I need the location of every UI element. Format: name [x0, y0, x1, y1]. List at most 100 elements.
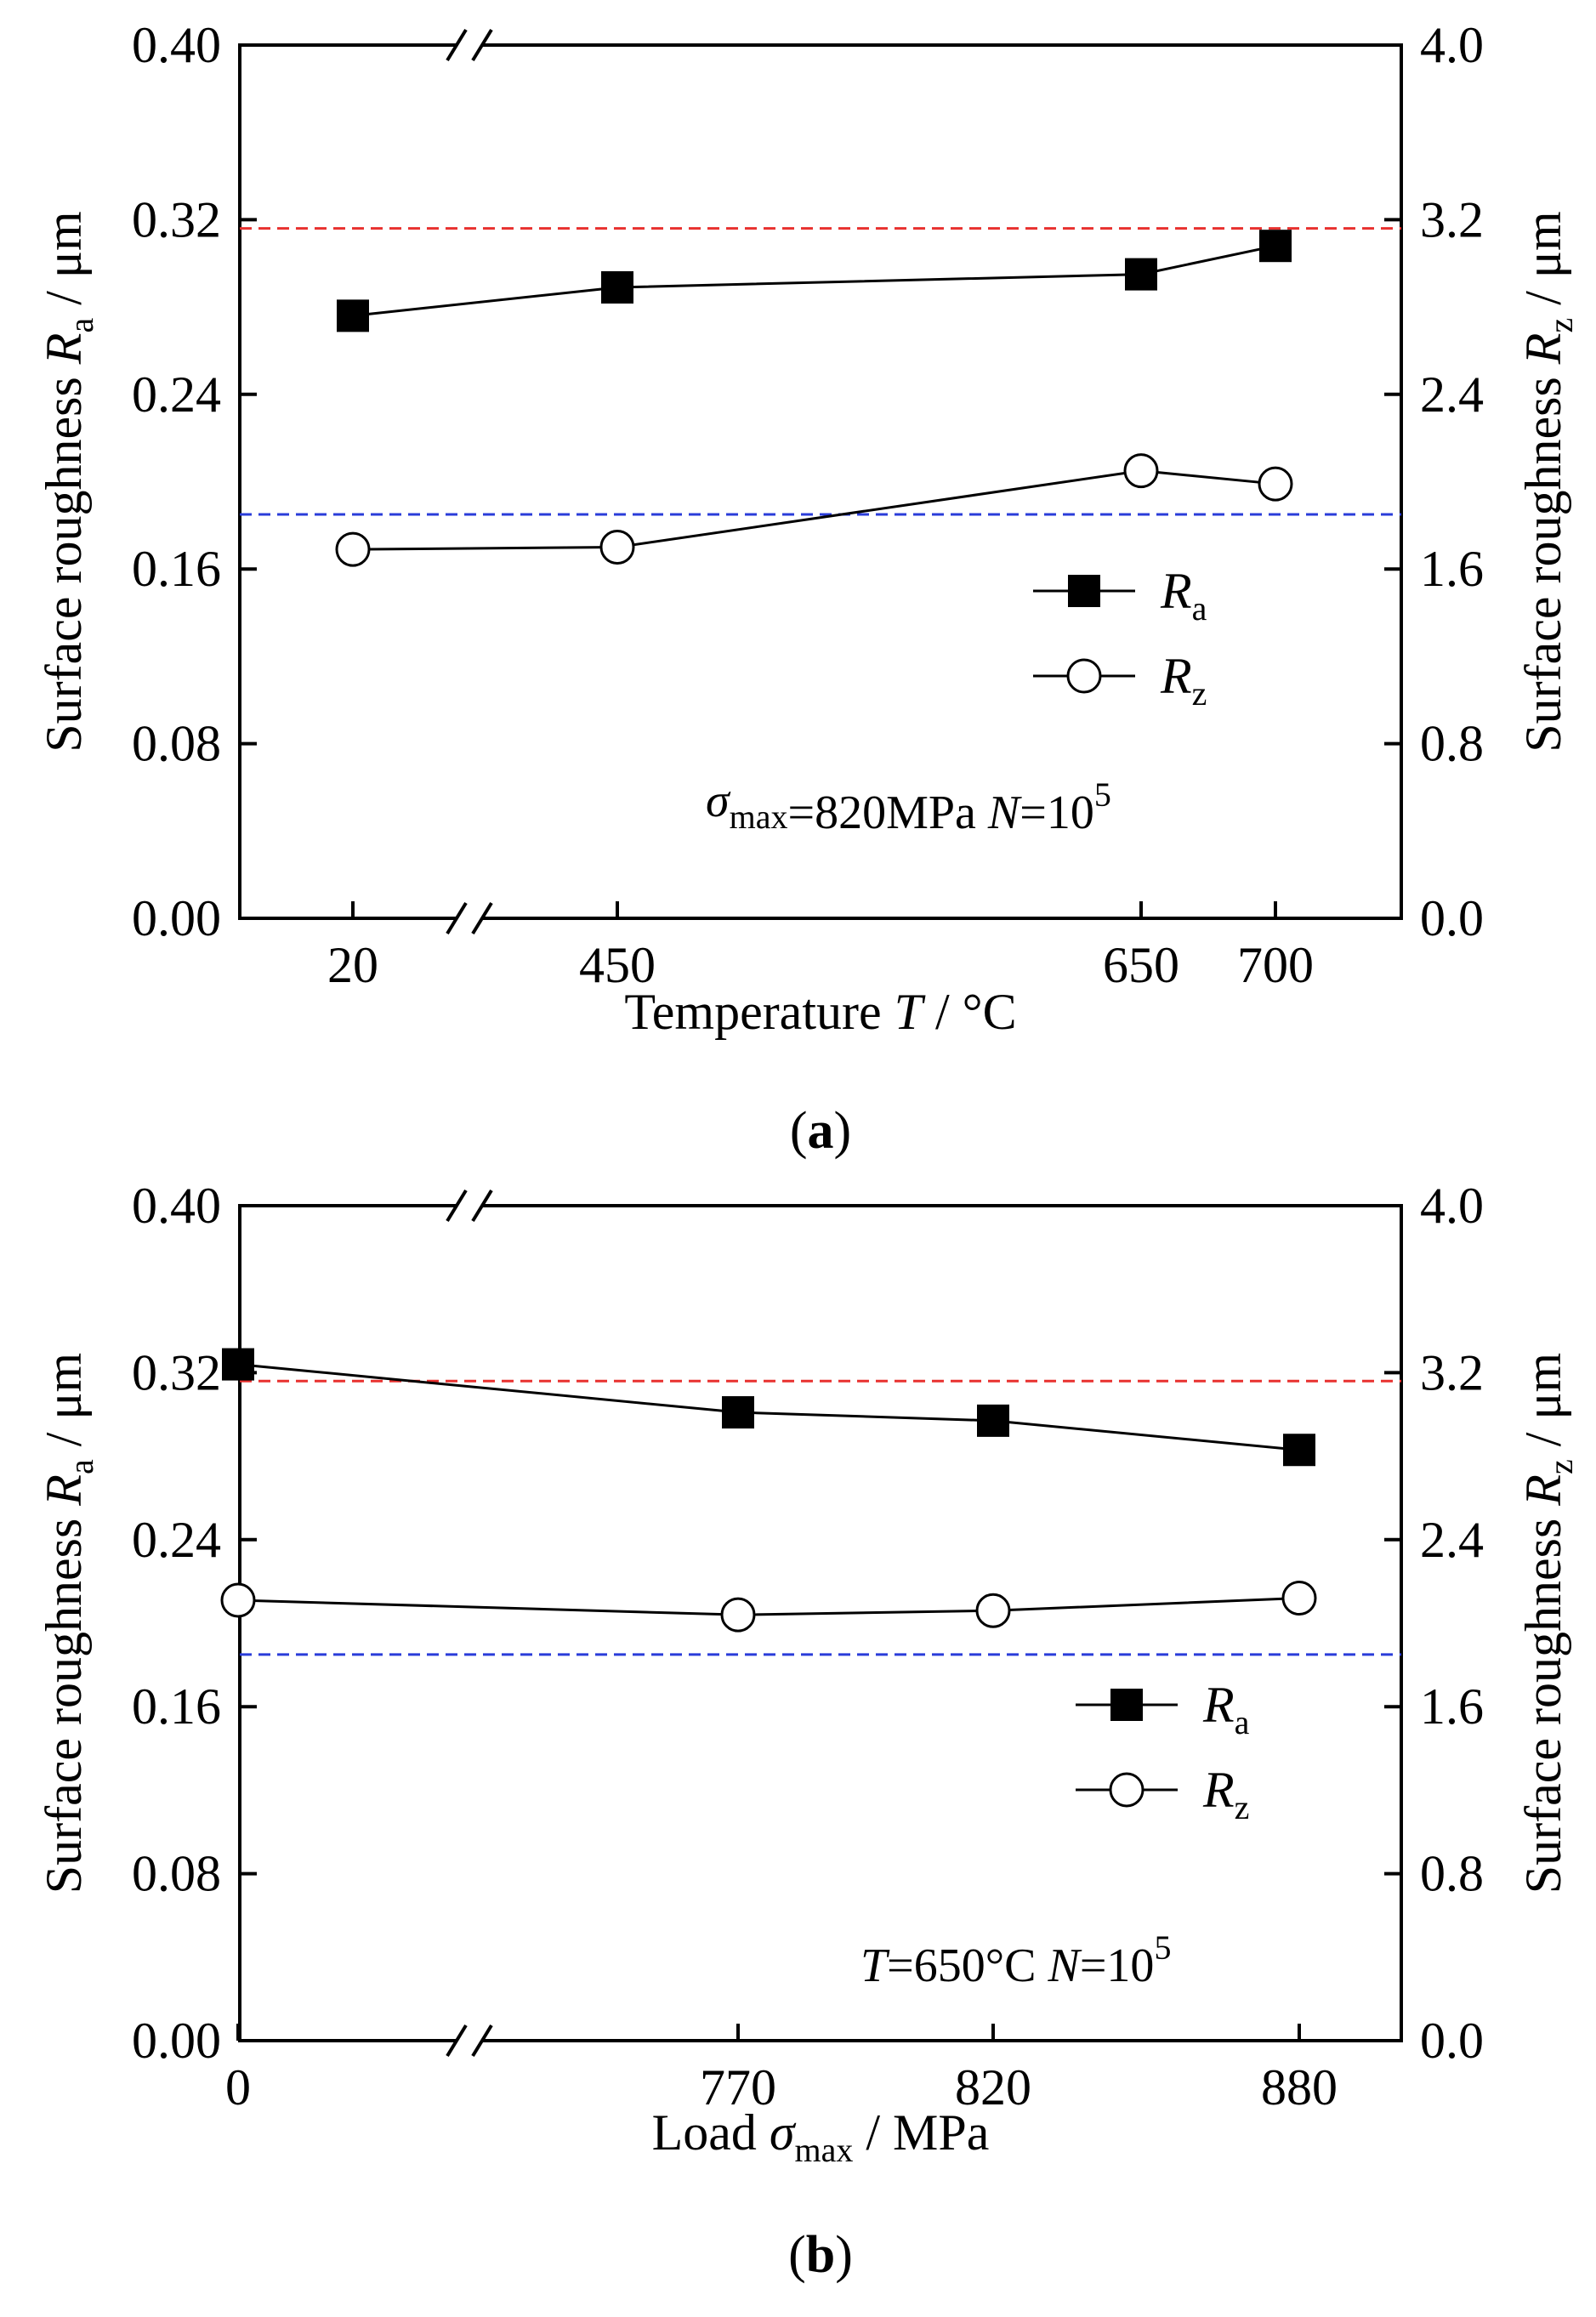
x-tick-label: 650 — [1103, 937, 1179, 993]
axis-break-gap — [457, 2034, 483, 2047]
axis-break-mark — [446, 901, 468, 935]
x-axis-label-main: Temperature — [624, 984, 894, 1040]
annotation-text: =820MPa — [788, 787, 977, 839]
y-right-tick-label: 2.4 — [1420, 366, 1484, 423]
y-left-tick-label: 0.08 — [132, 1846, 221, 1902]
series-line — [237, 1597, 1300, 1616]
y-right-label-sub: z — [1542, 1459, 1580, 1474]
series-line — [237, 1363, 1300, 1451]
panel-a: 0.00 0.08 0.16 0.24 0.32 0.40 0.0 0.8 1.6 2.4 3.2 4… — [36, 17, 1580, 1160]
data-point-square — [1259, 230, 1292, 263]
axis-break-mark — [471, 28, 493, 62]
data-point-circle — [599, 530, 635, 565]
annotation-var: T — [860, 1939, 890, 1992]
annotation-text: =10 — [1020, 787, 1094, 839]
annotation: T=650°C N=105 — [860, 1928, 1171, 1992]
annotation: σmax=820MPa N=105 — [706, 775, 1111, 839]
panel-caption: (a) — [790, 1102, 851, 1160]
y-right-tick-label: 4.0 — [1420, 1178, 1484, 1234]
break-zone — [459, 71, 480, 893]
y-right-tick-label: 3.2 — [1420, 191, 1484, 247]
axis-break-mark — [446, 2024, 468, 2058]
axis-break-mark — [446, 1189, 468, 1223]
data-point-circle — [1123, 453, 1159, 489]
y-right-axis-label: Surface roughness Rz / μm — [1515, 211, 1580, 752]
x-axis-label-var: σ — [770, 2104, 797, 2161]
data-point-square — [1125, 258, 1157, 291]
y-left-label-main: Surface roughness — [36, 1506, 92, 1894]
x-tick-label: 820 — [955, 2059, 1031, 2115]
y-left-axis-label: Surface roughness Ra / μm — [36, 211, 100, 752]
caption-paren: ( — [788, 2226, 806, 2284]
axis-break-mark — [471, 1189, 493, 1223]
y-right-label-main: Surface roughness — [1515, 1506, 1571, 1894]
x-tick-label: 450 — [579, 937, 656, 993]
annotation-var: N — [1047, 1939, 1082, 1992]
annotation-sub: max — [730, 798, 788, 836]
legend-var: R — [1160, 648, 1192, 704]
y-left-label-unit: / μm — [36, 1353, 92, 1460]
x-axis-label-unit: / MPa — [853, 2104, 989, 2161]
y-left-label-sub: a — [62, 1459, 100, 1474]
x-tick-label: 0 — [225, 2059, 251, 2115]
annotation-text: =650°C — [887, 1939, 1036, 1992]
data-point-circle — [335, 531, 371, 567]
annotation-var: σ — [706, 775, 731, 827]
legend-label: Rz — [1160, 648, 1207, 713]
data-point-circle — [975, 1593, 1011, 1628]
y-left-axis-label: Surface roughness Ra / μm — [36, 1353, 100, 1894]
y-right-label-sub: z — [1542, 318, 1580, 333]
data-point-circle — [220, 1582, 256, 1618]
axis-break-mark — [446, 28, 468, 62]
x-axis-label: Load σmax / MPa — [652, 2104, 990, 2169]
y-right-tick-label: 0.0 — [1420, 890, 1484, 946]
x-tick-label: 700 — [1237, 937, 1314, 993]
data-point-square — [722, 1396, 754, 1429]
y-right-tick-label: 3.2 — [1420, 1344, 1484, 1400]
y-right-tick-label: 0.0 — [1420, 2013, 1484, 2069]
caption-letter: b — [806, 2226, 835, 2284]
annotation-text — [976, 787, 988, 839]
legend-label: Rz — [1202, 1762, 1249, 1826]
axis-break-gap — [457, 911, 483, 925]
legend-marker-square — [1068, 575, 1100, 607]
y-right-label-unit: / μm — [1515, 211, 1571, 318]
y-right-label-main: Surface roughness — [1515, 364, 1571, 752]
y-left-tick-label: 0.32 — [132, 1344, 221, 1400]
y-left-tick-label: 0.32 — [132, 191, 221, 247]
x-axis-label-var: T — [895, 984, 926, 1040]
y-right-label-var: R — [1515, 1474, 1571, 1507]
y-right-label-group: Surface roughness Rz / μm — [1515, 211, 1580, 752]
y-right-tick-label: 4.0 — [1420, 17, 1484, 73]
y-right-label-unit: / μm — [1515, 1353, 1571, 1460]
legend-marker-circle — [1066, 658, 1102, 694]
caption-letter: a — [808, 1102, 834, 1160]
panel-b: 0.00 0.08 0.16 0.24 0.32 0.40 0.0 0.8 1.6 2.4 3.2 4… — [36, 1178, 1580, 2284]
data-point-square — [337, 299, 369, 332]
legend-var: R — [1202, 1677, 1235, 1733]
legend-sub: a — [1192, 589, 1207, 628]
y-left-tick-label: 0.16 — [132, 541, 221, 597]
legend-var: R — [1202, 1762, 1235, 1818]
legend-sub: z — [1235, 1788, 1250, 1826]
panel-caption: (b) — [788, 2226, 853, 2284]
y-left-tick-label: 0.00 — [132, 2013, 221, 2069]
y-left-label-main: Surface roughness — [36, 364, 92, 752]
y-right-tick-label: 1.6 — [1420, 541, 1484, 597]
y-left-tick-label: 0.16 — [132, 1678, 221, 1735]
legend-marker-square — [1110, 1689, 1143, 1721]
plot-frame — [238, 1204, 1403, 2042]
x-axis-label: Temperature T / °C — [624, 984, 1016, 1040]
x-axis-label-sub: max — [794, 2131, 853, 2169]
y-right-label-group: Surface roughness Rz / μm — [1515, 1353, 1580, 1894]
series-line — [352, 469, 1276, 551]
series-line — [352, 244, 1276, 317]
legend-sub: a — [1235, 1703, 1250, 1741]
data-point-circle — [720, 1597, 756, 1633]
data-point-square — [222, 1348, 254, 1381]
caption-paren: ) — [835, 2226, 853, 2284]
legend-label: Ra — [1202, 1677, 1250, 1741]
caption-paren: ) — [834, 1102, 852, 1160]
y-right-label-var: R — [1515, 333, 1571, 366]
